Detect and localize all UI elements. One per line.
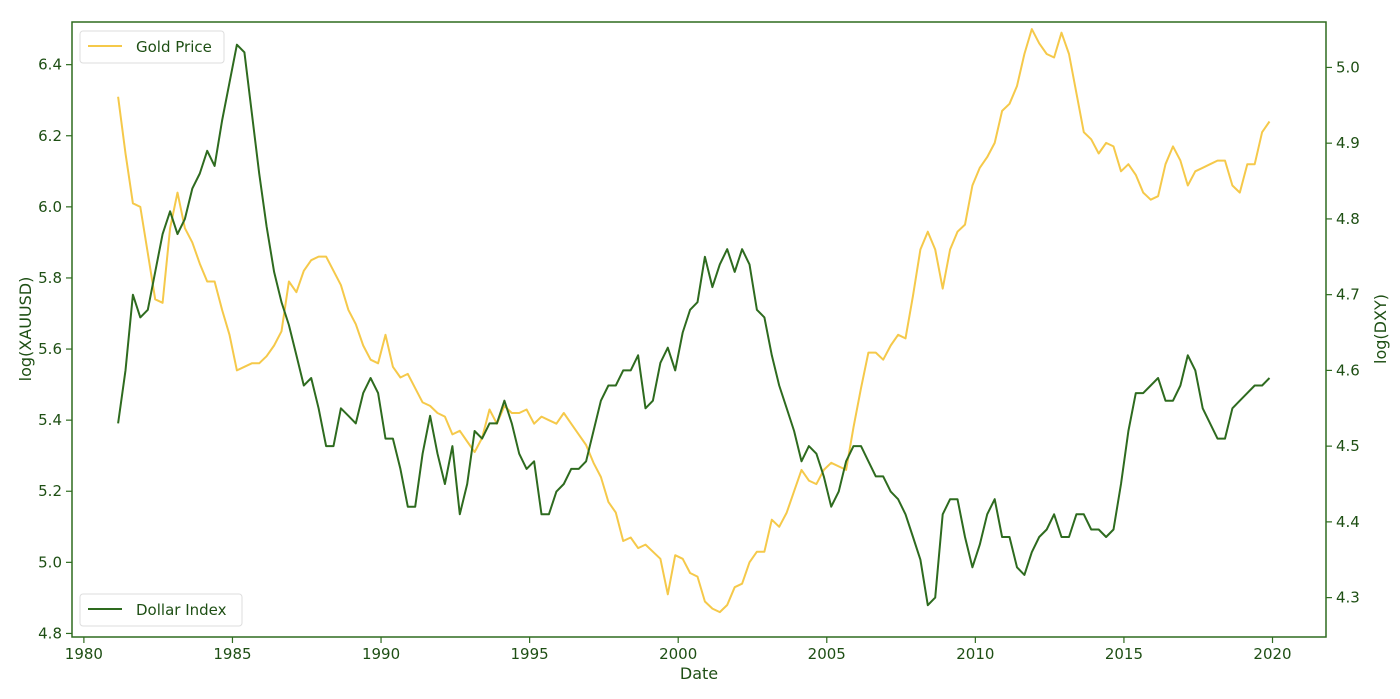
y-left-tick-label-6.0: 6.0 (38, 198, 62, 216)
y-axis-left-title: log(XAUUSD) (16, 277, 35, 382)
x-tick-label-2020: 2020 (1253, 645, 1291, 663)
x-tick-label-2005: 2005 (808, 645, 846, 663)
y-axis-right: 4.3 4.4 4.5 4.6 4.7 4.8 4.9 5.0 (1326, 58, 1360, 607)
series-layer (117, 28, 1271, 614)
legend-dollar-box (79, 593, 243, 627)
x-tick-label-2010: 2010 (956, 645, 994, 663)
x-tick-label-2000: 2000 (659, 645, 697, 663)
plot-frame (71, 21, 1327, 638)
y-right-tick-label-4.5: 4.5 (1336, 437, 1360, 455)
y-left-tick-label-6.2: 6.2 (38, 127, 62, 145)
x-tick-label-1985: 1985 (213, 645, 251, 663)
y-right-tick-label-5.0: 5.0 (1336, 58, 1360, 76)
y-left-tick-label-4.8: 4.8 (38, 624, 62, 642)
y-left-tick-label-5.8: 5.8 (38, 269, 62, 287)
y-left-tick-label-5.6: 5.6 (38, 340, 62, 358)
legend-gold-label: Gold Price (136, 38, 212, 56)
y-right-tick-label-4.6: 4.6 (1336, 361, 1360, 379)
legend-dollar: Dollar Index (79, 593, 243, 627)
y-left-tick-label-5.4: 5.4 (38, 411, 62, 429)
y-right-tick-label-4.4: 4.4 (1336, 513, 1360, 531)
x-tick-label-1995: 1995 (511, 645, 549, 663)
x-tick-label-2015: 2015 (1105, 645, 1143, 663)
y-right-tick-label-4.7: 4.7 (1336, 286, 1360, 304)
legend-gold-box (79, 30, 225, 64)
x-axis: 1980 1985 1990 1995 2000 2005 2010 2015 2020 (65, 637, 1292, 663)
y-right-tick-label-4.8: 4.8 (1336, 210, 1360, 228)
y-left-tick-label-5.2: 5.2 (38, 482, 62, 500)
legend-gold: Gold Price (79, 30, 225, 64)
y-right-tick-label-4.3: 4.3 (1336, 589, 1360, 607)
dollar-index-line (117, 43, 1271, 607)
y-axis-right-title: log(DXY) (1371, 294, 1390, 364)
y-axis-left: 4.8 5.0 5.2 5.4 5.6 5.8 6.0 6.2 6.4 (38, 56, 72, 642)
gold-price-line (117, 28, 1271, 614)
x-tick-label-1980: 1980 (65, 645, 103, 663)
legend-dollar-label: Dollar Index (136, 601, 227, 619)
y-right-tick-label-4.9: 4.9 (1336, 134, 1360, 152)
x-tick-label-1990: 1990 (362, 645, 400, 663)
y-left-tick-label-5.0: 5.0 (38, 553, 62, 571)
y-left-tick-label-6.4: 6.4 (38, 56, 62, 74)
x-axis-title: Date (680, 664, 718, 683)
